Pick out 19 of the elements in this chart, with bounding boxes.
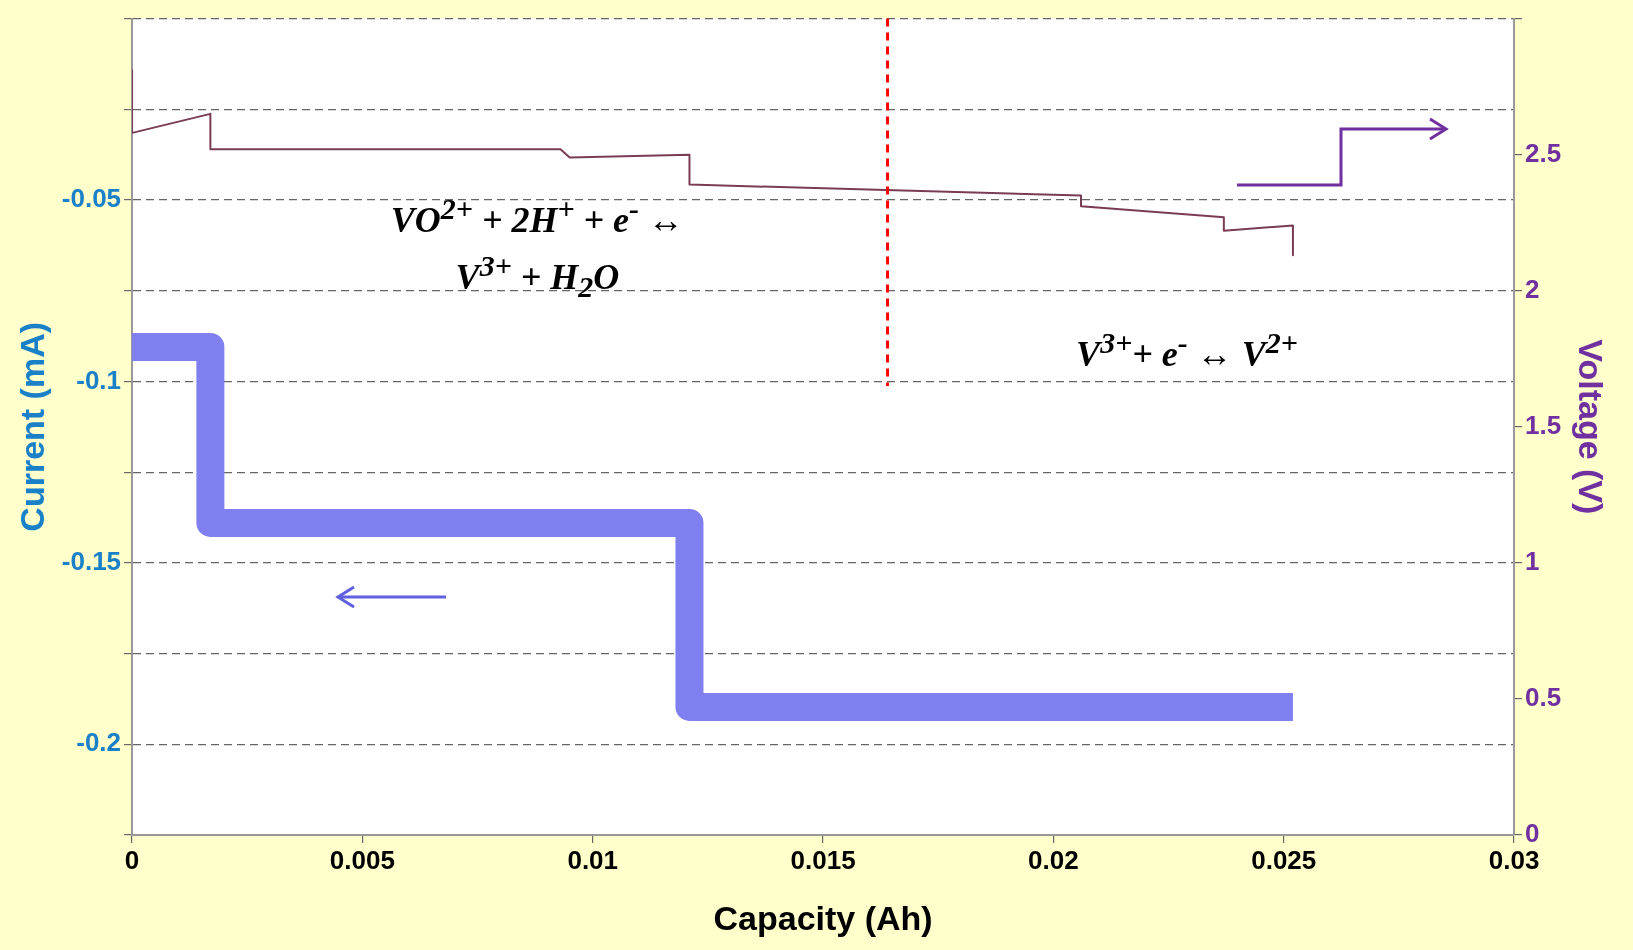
x-tick-label: 0.015 — [790, 844, 856, 875]
y-tick-label: -0.15 — [61, 546, 122, 577]
y2-tick-label: 0.5 — [1525, 682, 1562, 713]
x-tick-label: 0.025 — [1251, 844, 1317, 875]
y2-axis-title: Voltage (V) — [1572, 339, 1611, 515]
annotation: V$^{3+}$+ e$^{-}$ ↔ V$^{2+}$ — [1075, 325, 1299, 377]
y2-tick-label: 2 — [1525, 273, 1540, 304]
x-tick-label: 0 — [124, 844, 140, 875]
x-axis-title: Capacity (Ah) — [713, 898, 933, 937]
y2-tick-label: 1 — [1525, 546, 1540, 577]
y-tick-label: -0.05 — [61, 183, 122, 214]
y2-tick-label: 2.5 — [1525, 137, 1562, 168]
x-tick-label: 0.005 — [329, 844, 395, 875]
x-tick-label: 0.02 — [1028, 844, 1079, 875]
y-tick-label: -0.1 — [76, 364, 122, 395]
y-axis-title: Current (mA) — [12, 321, 51, 532]
y-tick-label: -0.2 — [76, 727, 122, 758]
x-tick-label: 0.01 — [567, 844, 619, 875]
y2-tick-label: 1.5 — [1525, 409, 1562, 440]
